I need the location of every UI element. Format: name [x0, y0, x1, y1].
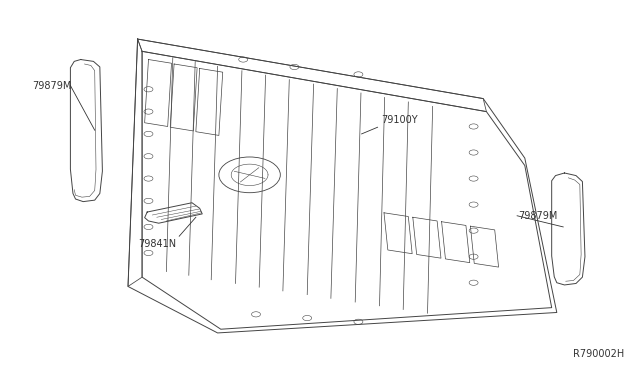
Text: 79100Y: 79100Y [381, 115, 417, 125]
Text: 79879M: 79879M [32, 81, 72, 90]
Text: 79841N: 79841N [138, 239, 176, 249]
Text: 79879M: 79879M [518, 211, 558, 221]
Text: R790002H: R790002H [573, 349, 624, 359]
